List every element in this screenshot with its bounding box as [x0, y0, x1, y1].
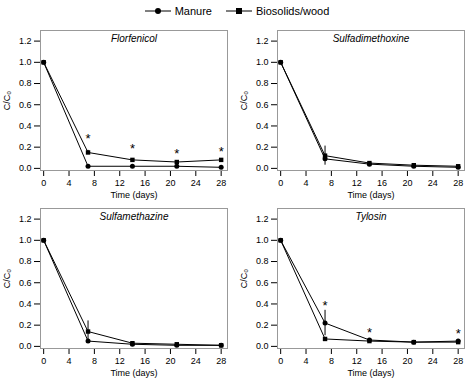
- svg-text:C/C₀: C/C₀: [2, 269, 12, 288]
- svg-text:*: *: [219, 144, 224, 159]
- svg-text:8: 8: [92, 178, 97, 188]
- svg-text:1.0: 1.0: [19, 57, 32, 67]
- svg-text:4: 4: [67, 178, 72, 188]
- svg-text:*: *: [86, 131, 91, 146]
- svg-text:4: 4: [67, 356, 72, 366]
- svg-text:28: 28: [216, 178, 226, 188]
- svg-text:12: 12: [115, 178, 125, 188]
- svg-text:12: 12: [352, 178, 362, 188]
- svg-text:0: 0: [41, 178, 46, 188]
- svg-text:16: 16: [377, 178, 387, 188]
- svg-text:0.6: 0.6: [19, 278, 32, 288]
- svg-text:16: 16: [140, 356, 150, 366]
- svg-text:*: *: [456, 326, 461, 341]
- svg-text:1.0: 1.0: [256, 57, 269, 67]
- svg-text:0.8: 0.8: [19, 256, 32, 266]
- svg-text:8: 8: [92, 356, 97, 366]
- svg-text:20: 20: [402, 178, 412, 188]
- svg-text:0.0: 0.0: [256, 163, 269, 173]
- svg-text:Time (days): Time (days): [110, 190, 157, 200]
- svg-text:0.2: 0.2: [256, 320, 269, 330]
- svg-text:1.2: 1.2: [256, 214, 269, 224]
- html-text:Biosolids/wood: Biosolids/wood: [256, 5, 330, 17]
- svg-text:16: 16: [140, 178, 150, 188]
- svg-text:0.4: 0.4: [19, 121, 32, 131]
- svg-text:1.2: 1.2: [19, 214, 32, 224]
- svg-text:0.6: 0.6: [19, 100, 32, 110]
- svg-text:1.2: 1.2: [19, 36, 32, 46]
- svg-text:Florfenicol: Florfenicol: [111, 33, 158, 44]
- svg-text:0.6: 0.6: [256, 278, 269, 288]
- svg-text:0.8: 0.8: [19, 78, 32, 88]
- svg-text:*: *: [130, 141, 135, 156]
- svg-text:Sulfadimethoxine: Sulfadimethoxine: [333, 33, 410, 44]
- svg-text:*: *: [367, 325, 372, 340]
- svg-text:C/C₀: C/C₀: [239, 91, 249, 110]
- svg-text:4: 4: [304, 178, 309, 188]
- svg-text:28: 28: [453, 178, 463, 188]
- svg-text:28: 28: [453, 356, 463, 366]
- svg-text:*: *: [323, 298, 328, 313]
- html-text:Manure: Manure: [174, 5, 212, 17]
- svg-text:8: 8: [329, 178, 334, 188]
- svg-text:20: 20: [165, 178, 175, 188]
- svg-text:0.0: 0.0: [19, 341, 32, 351]
- svg-text:12: 12: [115, 356, 125, 366]
- svg-text:0.2: 0.2: [19, 142, 32, 152]
- svg-text:0: 0: [278, 178, 283, 188]
- svg-text:Time (days): Time (days): [347, 368, 394, 378]
- svg-text:1.2: 1.2: [256, 36, 269, 46]
- svg-text:24: 24: [191, 356, 201, 366]
- svg-text:16: 16: [377, 356, 387, 366]
- svg-text:Tylosin: Tylosin: [356, 211, 387, 222]
- svg-text:Sulfamethazine: Sulfamethazine: [100, 211, 169, 222]
- svg-text:0.4: 0.4: [256, 121, 269, 131]
- svg-text:8: 8: [329, 356, 334, 366]
- svg-text:0.4: 0.4: [19, 299, 32, 309]
- svg-text:24: 24: [191, 178, 201, 188]
- svg-text:0: 0: [278, 356, 283, 366]
- svg-text:C/C₀: C/C₀: [239, 269, 249, 288]
- svg-text:0.2: 0.2: [256, 142, 269, 152]
- svg-text:4: 4: [304, 356, 309, 366]
- svg-text:24: 24: [428, 356, 438, 366]
- svg-text:0.8: 0.8: [256, 78, 269, 88]
- svg-text:*: *: [174, 146, 179, 161]
- svg-text:0.2: 0.2: [19, 320, 32, 330]
- svg-text:1.0: 1.0: [19, 235, 32, 245]
- svg-text:24: 24: [428, 178, 438, 188]
- svg-text:0.0: 0.0: [256, 341, 269, 351]
- svg-text:12: 12: [352, 356, 362, 366]
- svg-text:28: 28: [216, 356, 226, 366]
- svg-text:C/C₀: C/C₀: [2, 91, 12, 110]
- svg-text:Time (days): Time (days): [347, 190, 394, 200]
- svg-text:1.0: 1.0: [256, 235, 269, 245]
- svg-text:20: 20: [165, 356, 175, 366]
- svg-text:0.0: 0.0: [19, 163, 32, 173]
- svg-text:20: 20: [402, 356, 412, 366]
- svg-text:0.4: 0.4: [256, 299, 269, 309]
- svg-text:Time (days): Time (days): [110, 368, 157, 378]
- svg-text:0.6: 0.6: [256, 100, 269, 110]
- svg-text:0: 0: [41, 356, 46, 366]
- svg-text:0.8: 0.8: [256, 256, 269, 266]
